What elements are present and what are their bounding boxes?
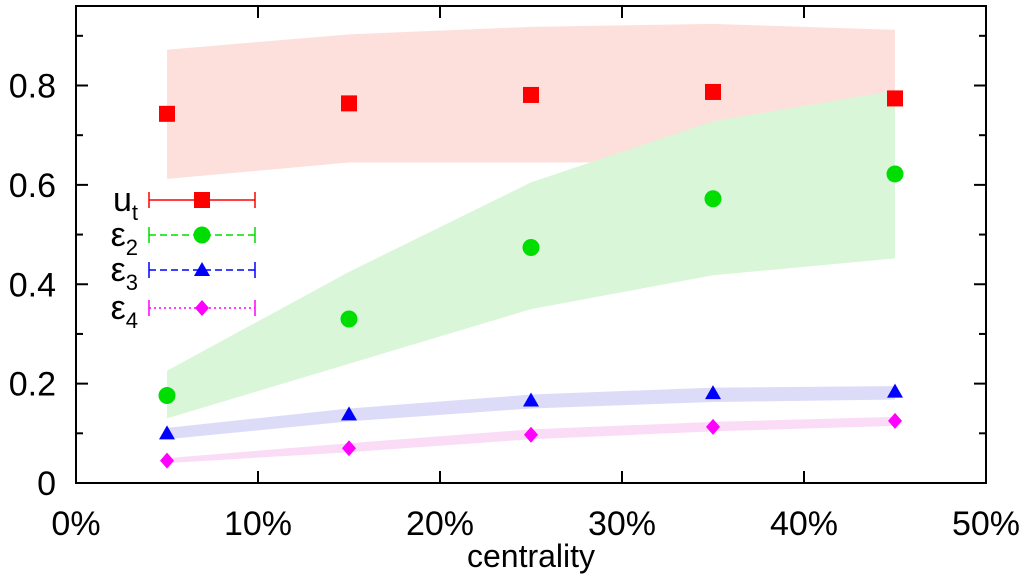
point-series-4 [706,418,720,435]
band-series-3 [167,386,895,440]
point-series-1 [523,86,539,103]
point-series-2 [522,238,540,256]
point-series-4 [342,440,356,457]
y-tick-label: 0.8 [9,68,56,106]
point-series-3 [887,383,903,398]
point-series-1 [159,105,175,122]
x-axis-label: centrality [467,538,595,574]
point-series-3 [341,406,357,421]
point-series-4 [160,452,174,469]
x-tick-label: 0% [51,505,100,543]
legend-entry-2: ε2 [111,216,256,260]
legend-label: ε4 [111,289,138,333]
y-tick-label: 0.6 [9,167,56,205]
y-tick-label: 0 [37,465,56,503]
point-series-2 [886,165,904,183]
x-tick-label: 50% [952,505,1020,543]
y-tick-label: 0.4 [9,266,56,304]
data-markers [158,83,904,469]
point-series-4 [888,412,902,429]
point-series-4 [524,426,538,443]
legend-entry-1: ut [113,181,256,225]
point-series-1 [341,95,357,112]
plot-frame [75,5,987,484]
legend-entry-4: ε4 [111,289,256,333]
point-series-3 [523,392,539,407]
axis-ticks: 0% 10% 20% 30% 40% 50% 0 0.2 0.4 0.6 0.8 [9,6,1020,543]
point-series-3 [705,385,721,400]
x-tick-label: 10% [224,505,292,543]
point-series-2 [704,190,722,208]
x-tick-label: 40% [770,505,838,543]
y-tick-label: 0.2 [9,366,56,404]
legend-marker [194,262,210,276]
x-tick-label: 30% [588,505,656,543]
legend-marker [194,192,210,208]
point-series-2 [340,310,358,328]
x-tick-label: 20% [406,505,474,543]
legend-marker [195,300,209,316]
legend-marker [193,226,211,244]
point-series-1 [887,90,903,107]
point-series-2 [158,387,176,405]
point-series-3 [159,425,175,440]
point-series-1 [705,83,721,100]
